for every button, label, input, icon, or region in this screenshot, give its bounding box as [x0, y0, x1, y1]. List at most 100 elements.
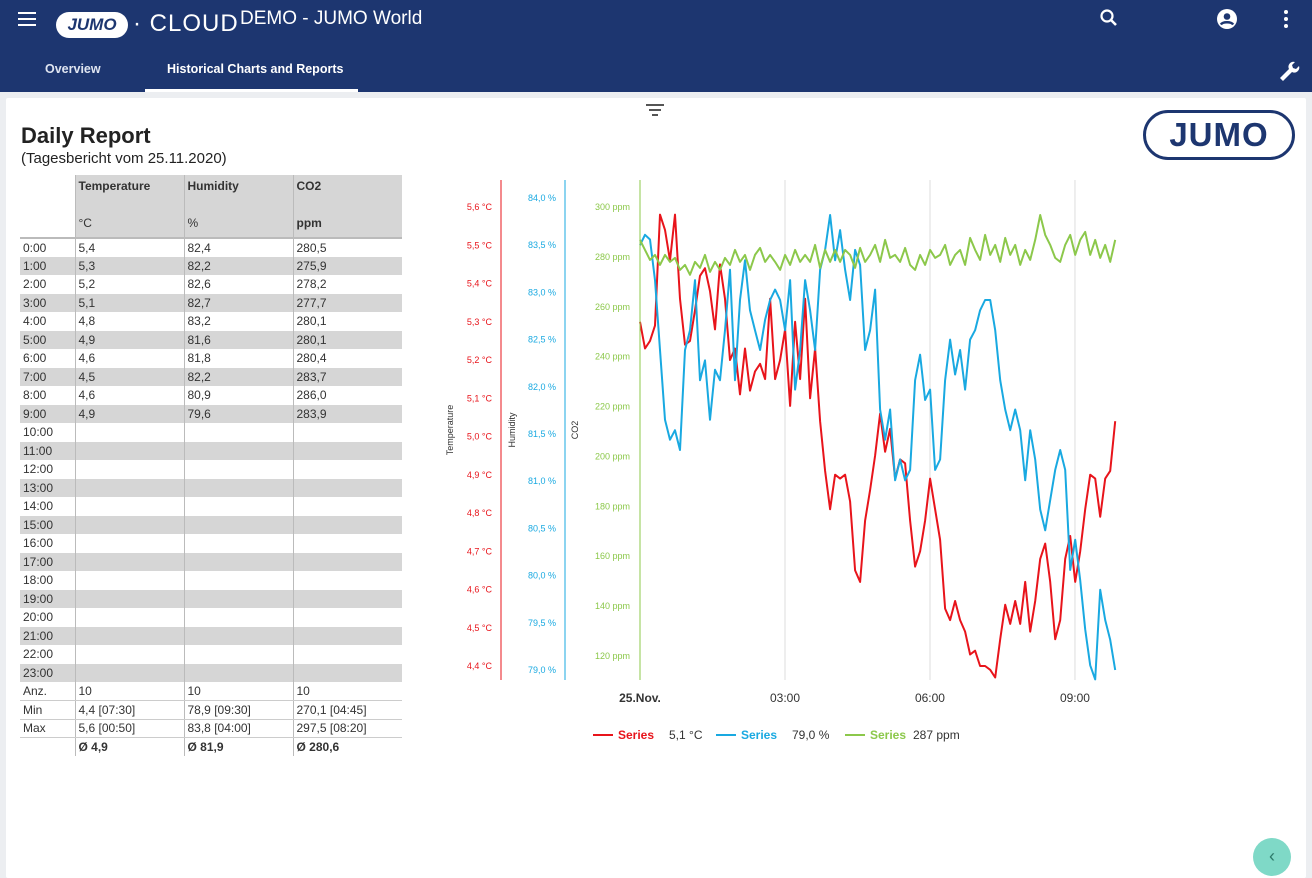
wrench-icon[interactable] — [1276, 58, 1300, 88]
chevron-left-icon: ‹ — [1269, 846, 1275, 866]
time-cell: 19:00 — [20, 589, 75, 608]
value-cell: 83,2 — [183, 312, 293, 331]
value-cell — [183, 515, 293, 534]
column-header: CO2 — [292, 175, 402, 207]
daily-report-table: Temperature Humidity CO2 °C% ppm 0:00 5,4 82,4 2… — [20, 175, 402, 756]
tab-overview[interactable]: Overview — [45, 62, 101, 76]
table-unit-row: °C% ppm — [20, 206, 402, 239]
y-tick-label: 5,6 °C — [467, 202, 493, 212]
table-row: 11:00 — [20, 441, 402, 460]
stats-row: Anz. 10 10 10 — [20, 682, 402, 701]
value-cell — [183, 534, 293, 553]
legend-series-name[interactable]: Series — [618, 728, 654, 742]
legend-series-name[interactable]: Series — [870, 728, 906, 742]
y-axis-title: CO2 — [570, 421, 580, 440]
app-title: DEMO - JUMO World — [240, 8, 423, 29]
value-cell — [74, 608, 184, 627]
stat-label: Min — [20, 700, 75, 720]
time-cell: 3:00 — [20, 293, 75, 312]
y-tick-label: 81,5 % — [528, 429, 556, 439]
y-tick-label: 180 ppm — [595, 501, 630, 511]
x-tick-label: 09:00 — [1060, 691, 1090, 705]
stat-value: 4,4 [07:30] — [74, 700, 184, 720]
collapse-panel-button[interactable]: ‹ — [1253, 838, 1291, 876]
y-tick-label: 5,5 °C — [467, 240, 493, 250]
y-tick-label: 80,5 % — [528, 523, 556, 533]
value-cell: 275,9 — [292, 256, 402, 275]
time-cell: 10:00 — [23, 425, 54, 440]
table-row: 22:00 — [20, 645, 402, 664]
y-tick-label: 84,0 % — [528, 193, 556, 203]
stats-row: Min 4,4 [07:30] 78,9 [09:30] 270,1 [04:45] — [20, 700, 402, 720]
value-cell: 277,7 — [292, 293, 402, 312]
value-cell: 5,3 — [74, 256, 184, 275]
table-row: 23:00 — [20, 663, 402, 682]
stat-value: 10 — [292, 682, 402, 701]
value-cell — [183, 460, 293, 479]
stat-value: 78,9 [09:30] — [183, 700, 293, 720]
time-cell: 16:00 — [23, 536, 54, 551]
table-row: 19:00 — [20, 589, 402, 608]
value-cell — [74, 478, 184, 497]
value-cell — [74, 571, 184, 590]
time-cell: 6:00 — [23, 351, 47, 366]
value-cell: 4,5 — [74, 367, 184, 386]
value-cell: 5,4 — [74, 238, 184, 257]
time-cell: 18:00 — [23, 573, 54, 588]
value-cell: 4,9 — [74, 404, 184, 423]
table-row: 17:00 — [20, 552, 402, 571]
stat-label: Anz. — [20, 682, 75, 701]
y-tick-label: 4,6 °C — [467, 585, 493, 595]
column-unit: ppm — [292, 206, 402, 239]
report-title: Daily Report — [21, 123, 151, 148]
legend-value: 5,1 °C — [669, 728, 703, 742]
value-cell — [183, 663, 293, 682]
stat-value: Ø 280,6 — [292, 737, 402, 756]
value-cell: 81,6 — [183, 330, 293, 349]
y-tick-label: 160 ppm — [595, 551, 630, 561]
time-cell: 13:00 — [20, 478, 75, 497]
jumo-brand-logo: JUMO — [1143, 110, 1295, 160]
stat-label: Max — [20, 719, 75, 738]
table-row: 8:00 4,6 80,9 286,0 — [20, 386, 402, 405]
more-vert-icon[interactable] — [1274, 8, 1298, 36]
filter-icon[interactable] — [646, 104, 664, 119]
tab-historical-charts[interactable]: Historical Charts and Reports — [167, 62, 344, 76]
value-cell — [292, 515, 402, 534]
table-row: 6:00 4,6 81,8 280,4 — [20, 349, 402, 368]
value-cell — [292, 626, 402, 645]
time-cell: 7:00 — [20, 367, 75, 386]
value-cell — [183, 478, 293, 497]
legend-series-name[interactable]: Series — [741, 728, 777, 742]
y-tick-label: 4,5 °C — [467, 623, 493, 633]
value-cell: 283,7 — [292, 367, 402, 386]
jumo-logo: JUMO — [56, 12, 128, 38]
value-cell — [292, 571, 402, 590]
value-cell — [183, 423, 293, 442]
table-row: 15:00 — [20, 515, 402, 534]
value-cell — [292, 552, 402, 571]
stat-value: 10 — [74, 682, 184, 701]
stat-value: 5,6 [00:50] — [74, 719, 184, 738]
time-cell: 15:00 — [20, 515, 75, 534]
account-icon[interactable] — [1215, 8, 1239, 36]
time-cell: 22:00 — [23, 647, 54, 662]
app-header: JUMO · CLOUD DEMO - JUMO World Overview … — [0, 0, 1312, 92]
value-cell — [292, 608, 402, 627]
cloud-logo-text: · CLOUD — [133, 10, 239, 37]
stat-value: 10 — [183, 682, 293, 701]
value-cell — [183, 626, 293, 645]
value-cell — [74, 534, 184, 553]
menu-icon[interactable] — [18, 12, 36, 26]
table-row: 3:00 5,1 82,7 277,7 — [20, 293, 402, 312]
column-unit: % — [183, 206, 293, 239]
search-icon[interactable] — [1097, 8, 1121, 34]
time-cell: 12:00 — [23, 462, 54, 477]
value-cell: 286,0 — [292, 386, 402, 405]
value-cell: 280,4 — [292, 349, 402, 368]
y-tick-label: 5,2 °C — [467, 355, 493, 365]
report-subtitle: (Tagesbericht vom 25.11.2020) — [21, 150, 227, 167]
time-cell: 17:00 — [20, 552, 75, 571]
value-cell — [183, 589, 293, 608]
y-tick-label: 260 ppm — [595, 302, 630, 312]
